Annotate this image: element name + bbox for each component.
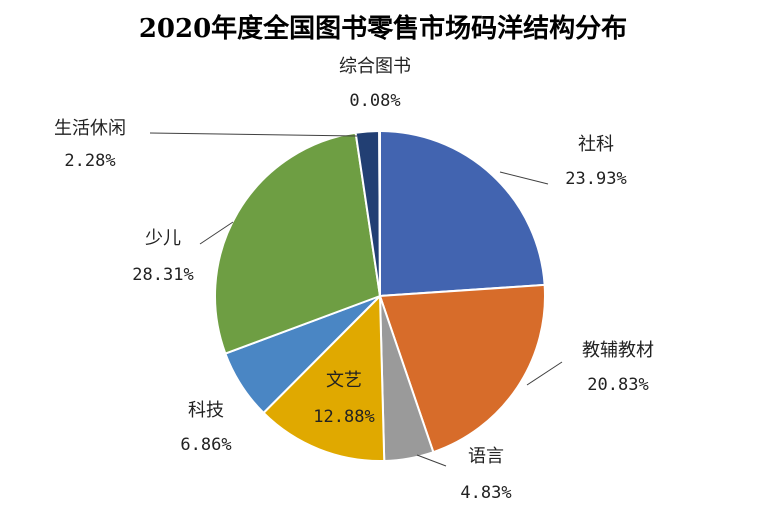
slice-label-value: 4.83%: [460, 483, 511, 503]
slice-label-value: 20.83%: [587, 375, 648, 395]
pie-slice-6: [214, 131, 382, 355]
pie-slice-2: [378, 283, 546, 454]
slice-label-name: 语言: [468, 446, 504, 467]
pie-slice-4: [262, 293, 386, 462]
leader-line-7: [149, 132, 358, 137]
slice-label-name: 文艺: [326, 370, 362, 391]
leader-line-2: [526, 361, 563, 386]
pie-slice-1: [379, 129, 546, 298]
slice-label-name: 科技: [188, 400, 224, 421]
slice-label-value: 6.86%: [180, 435, 231, 455]
slice-label-name: 教辅教材: [582, 340, 654, 361]
slice-label-value: 0.08%: [349, 91, 400, 111]
slice-label-name: 综合图书: [339, 56, 411, 77]
slice-label-name: 少儿: [145, 228, 181, 249]
slice-label-value: 23.93%: [565, 169, 626, 189]
slice-label-name: 生活休闲: [54, 118, 126, 139]
chart-title: 2020年度全国图书零售市场码洋结构分布: [138, 14, 628, 44]
slice-label-value: 2.28%: [64, 151, 115, 171]
leader-line-3: [416, 454, 447, 467]
slice-label-name: 社科: [578, 134, 614, 155]
leader-line-6: [199, 221, 234, 245]
slice-label-value: 28.31%: [132, 265, 193, 285]
leader-line-1: [499, 171, 549, 185]
slice-label-value: 12.88%: [313, 407, 374, 427]
pie-slice-8: [378, 129, 381, 297]
